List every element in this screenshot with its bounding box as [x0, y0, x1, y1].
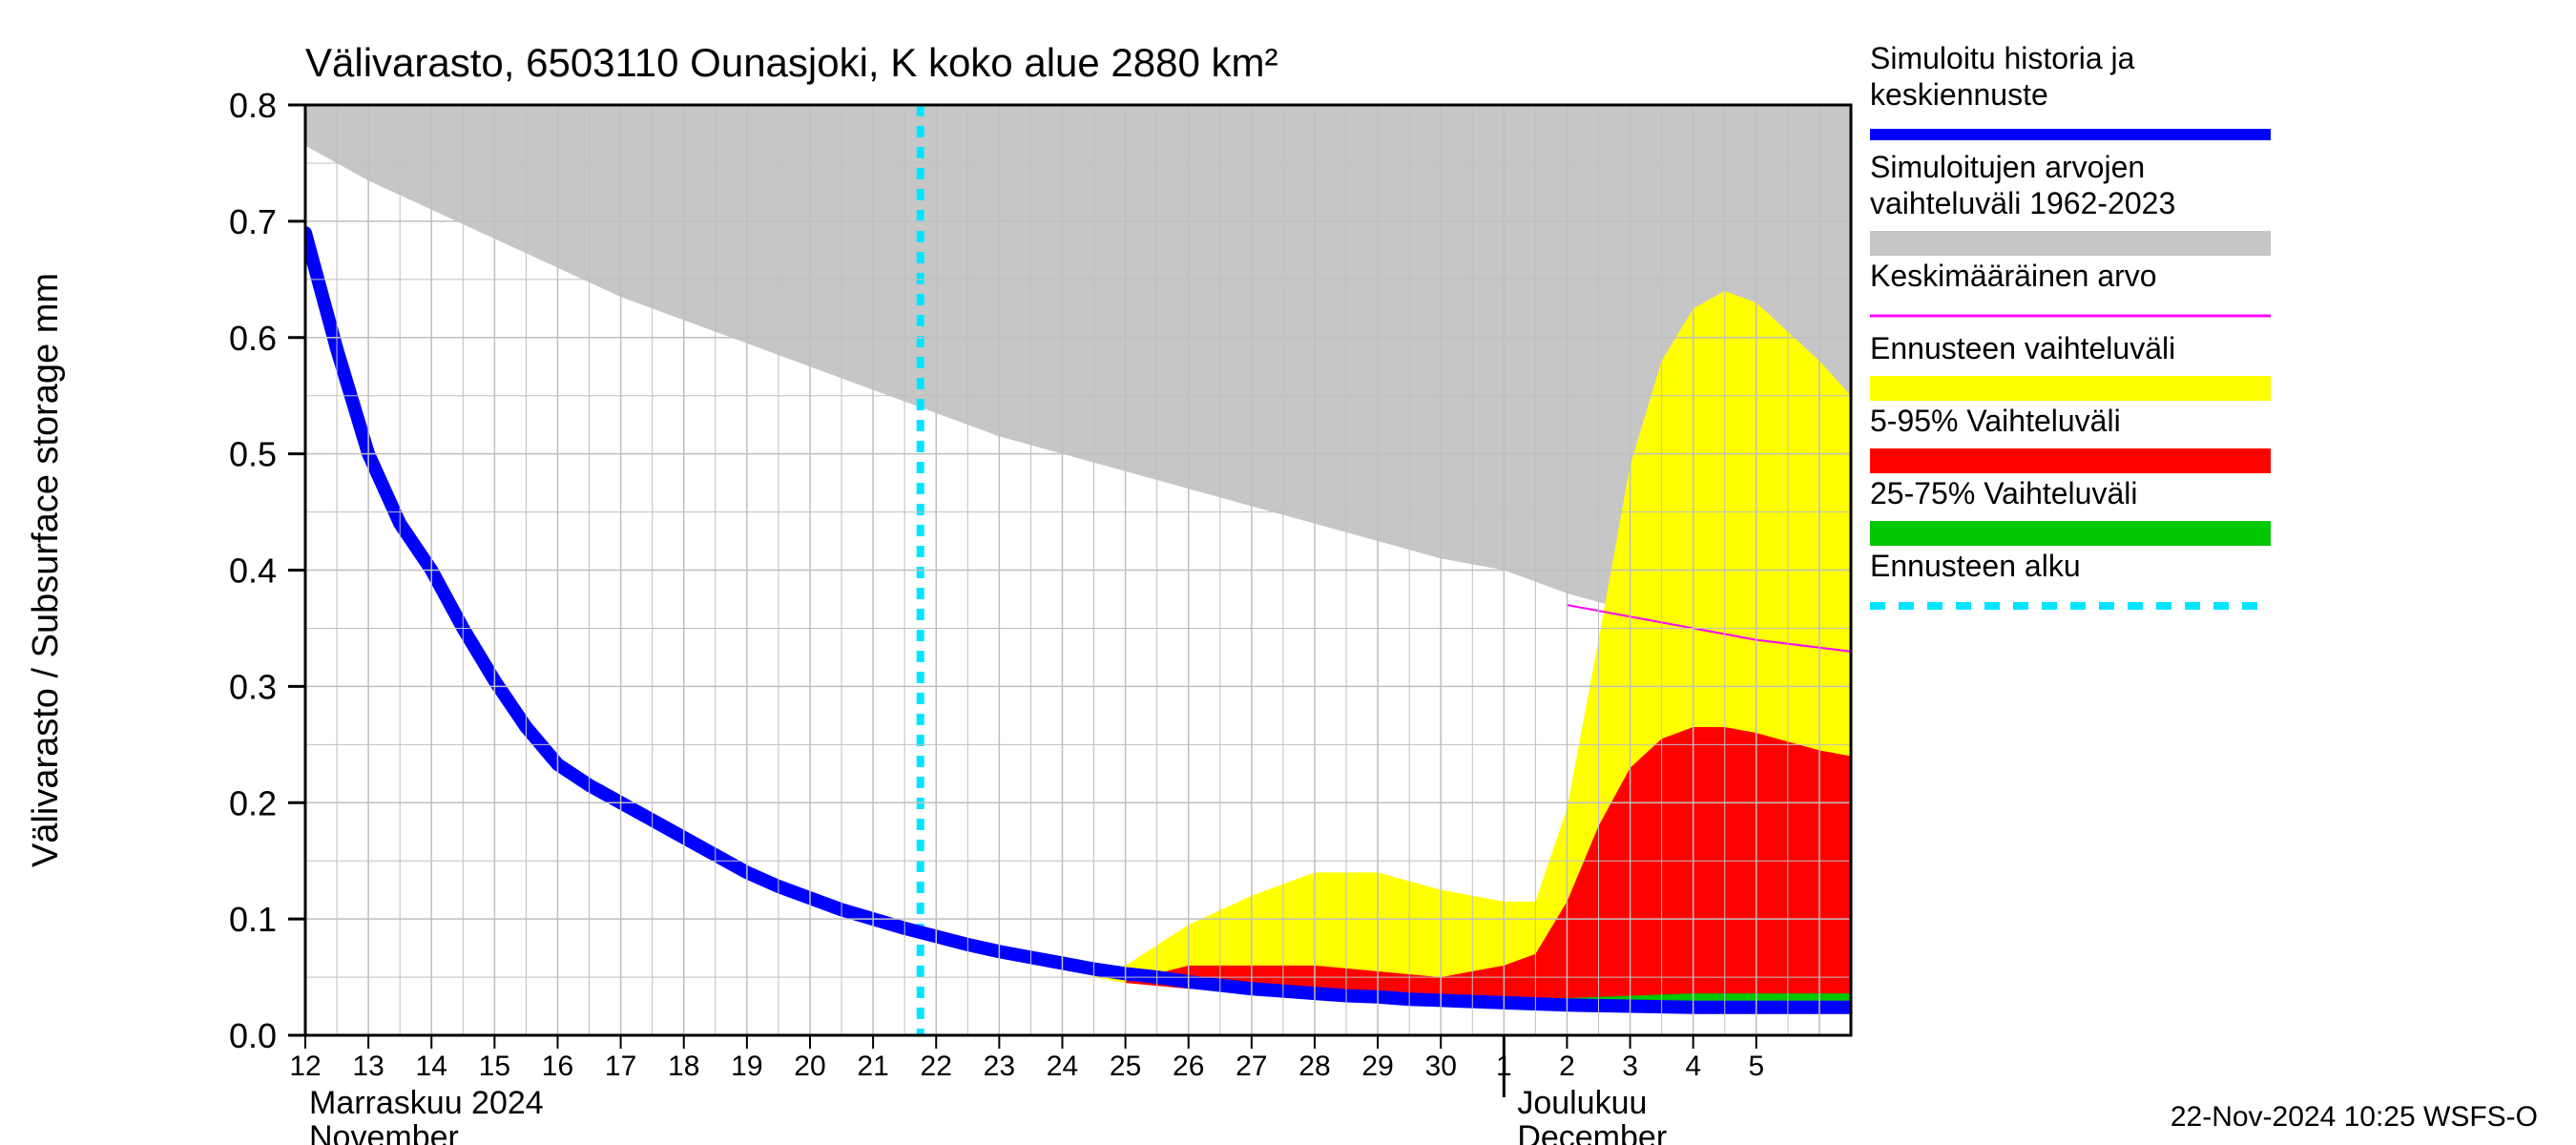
footer-timestamp: 22-Nov-2024 10:25 WSFS-O: [2171, 1101, 2538, 1133]
legend-swatch-area: [1870, 231, 2271, 256]
y-tick-label: 0.3: [229, 667, 277, 706]
legend-swatch-area: [1870, 376, 2271, 401]
legend-label: keskiennuste: [1870, 77, 2048, 112]
x-tick-label: 5: [1748, 1051, 1764, 1082]
x-tick-label: 12: [289, 1051, 321, 1082]
x-tick-label: 15: [479, 1051, 510, 1082]
x-tick-label: 27: [1236, 1051, 1267, 1082]
x-tick-label: 18: [668, 1051, 699, 1082]
x-tick-label: 17: [605, 1051, 636, 1082]
legend-label: Simuloitu historia ja: [1870, 41, 2135, 75]
x-tick-label: 19: [731, 1051, 762, 1082]
month-label-en-right: December: [1517, 1119, 1667, 1145]
legend-label: 25-75% Vaihteluväli: [1870, 476, 2137, 510]
legend-label: Ennusteen alku: [1870, 549, 2081, 583]
x-tick-label: 24: [1047, 1051, 1078, 1082]
x-tick-label: 20: [794, 1051, 825, 1082]
x-tick-label: 4: [1685, 1051, 1701, 1082]
y-tick-label: 0.7: [229, 202, 277, 241]
x-tick-label: 26: [1173, 1051, 1204, 1082]
y-tick-label: 0.2: [229, 783, 277, 822]
chart-container: 0.00.10.20.30.40.50.60.70.81213141516171…: [0, 0, 2576, 1145]
y-tick-label: 0.1: [229, 900, 277, 939]
x-tick-label: 13: [352, 1051, 384, 1082]
y-tick-label: 0.0: [229, 1016, 277, 1055]
month-label-en-left: November: [309, 1119, 459, 1145]
x-tick-label: 25: [1110, 1051, 1141, 1082]
x-tick-label: 16: [542, 1051, 573, 1082]
x-tick-label: 23: [984, 1051, 1015, 1082]
month-label-fi-left: Marraskuu 2024: [309, 1085, 544, 1121]
x-tick-label: 3: [1622, 1051, 1638, 1082]
y-tick-label: 0.8: [229, 86, 277, 125]
legend-label: Simuloitujen arvojen: [1870, 150, 2145, 184]
month-label-fi-right: Joulukuu: [1517, 1085, 1647, 1121]
chart-title: Välivarasto, 6503110 Ounasjoki, K koko a…: [305, 40, 1278, 85]
legend-swatch-area: [1870, 521, 2271, 546]
x-tick-label: 2: [1559, 1051, 1575, 1082]
x-tick-label: 1: [1496, 1051, 1512, 1082]
x-tick-label: 22: [921, 1051, 952, 1082]
legend-swatch-area: [1870, 448, 2271, 473]
chart-svg: 0.00.10.20.30.40.50.60.70.81213141516171…: [0, 0, 2576, 1145]
legend-label: Keskimääräinen arvo: [1870, 259, 2157, 293]
x-tick-label: 30: [1425, 1051, 1457, 1082]
y-tick-label: 0.5: [229, 435, 277, 474]
legend-label: Ennusteen vaihteluväli: [1870, 331, 2175, 365]
x-tick-label: 21: [857, 1051, 888, 1082]
x-tick-label: 29: [1361, 1051, 1393, 1082]
y-tick-label: 0.4: [229, 552, 277, 591]
legend-label: vaihteluväli 1962-2023: [1870, 186, 2175, 220]
y-axis-label: Välivarasto / Subsurface storage mm: [26, 273, 66, 867]
x-tick-label: 14: [416, 1051, 447, 1082]
legend-label: 5-95% Vaihteluväli: [1870, 404, 2121, 438]
y-tick-label: 0.6: [229, 319, 277, 358]
x-tick-label: 28: [1298, 1051, 1330, 1082]
